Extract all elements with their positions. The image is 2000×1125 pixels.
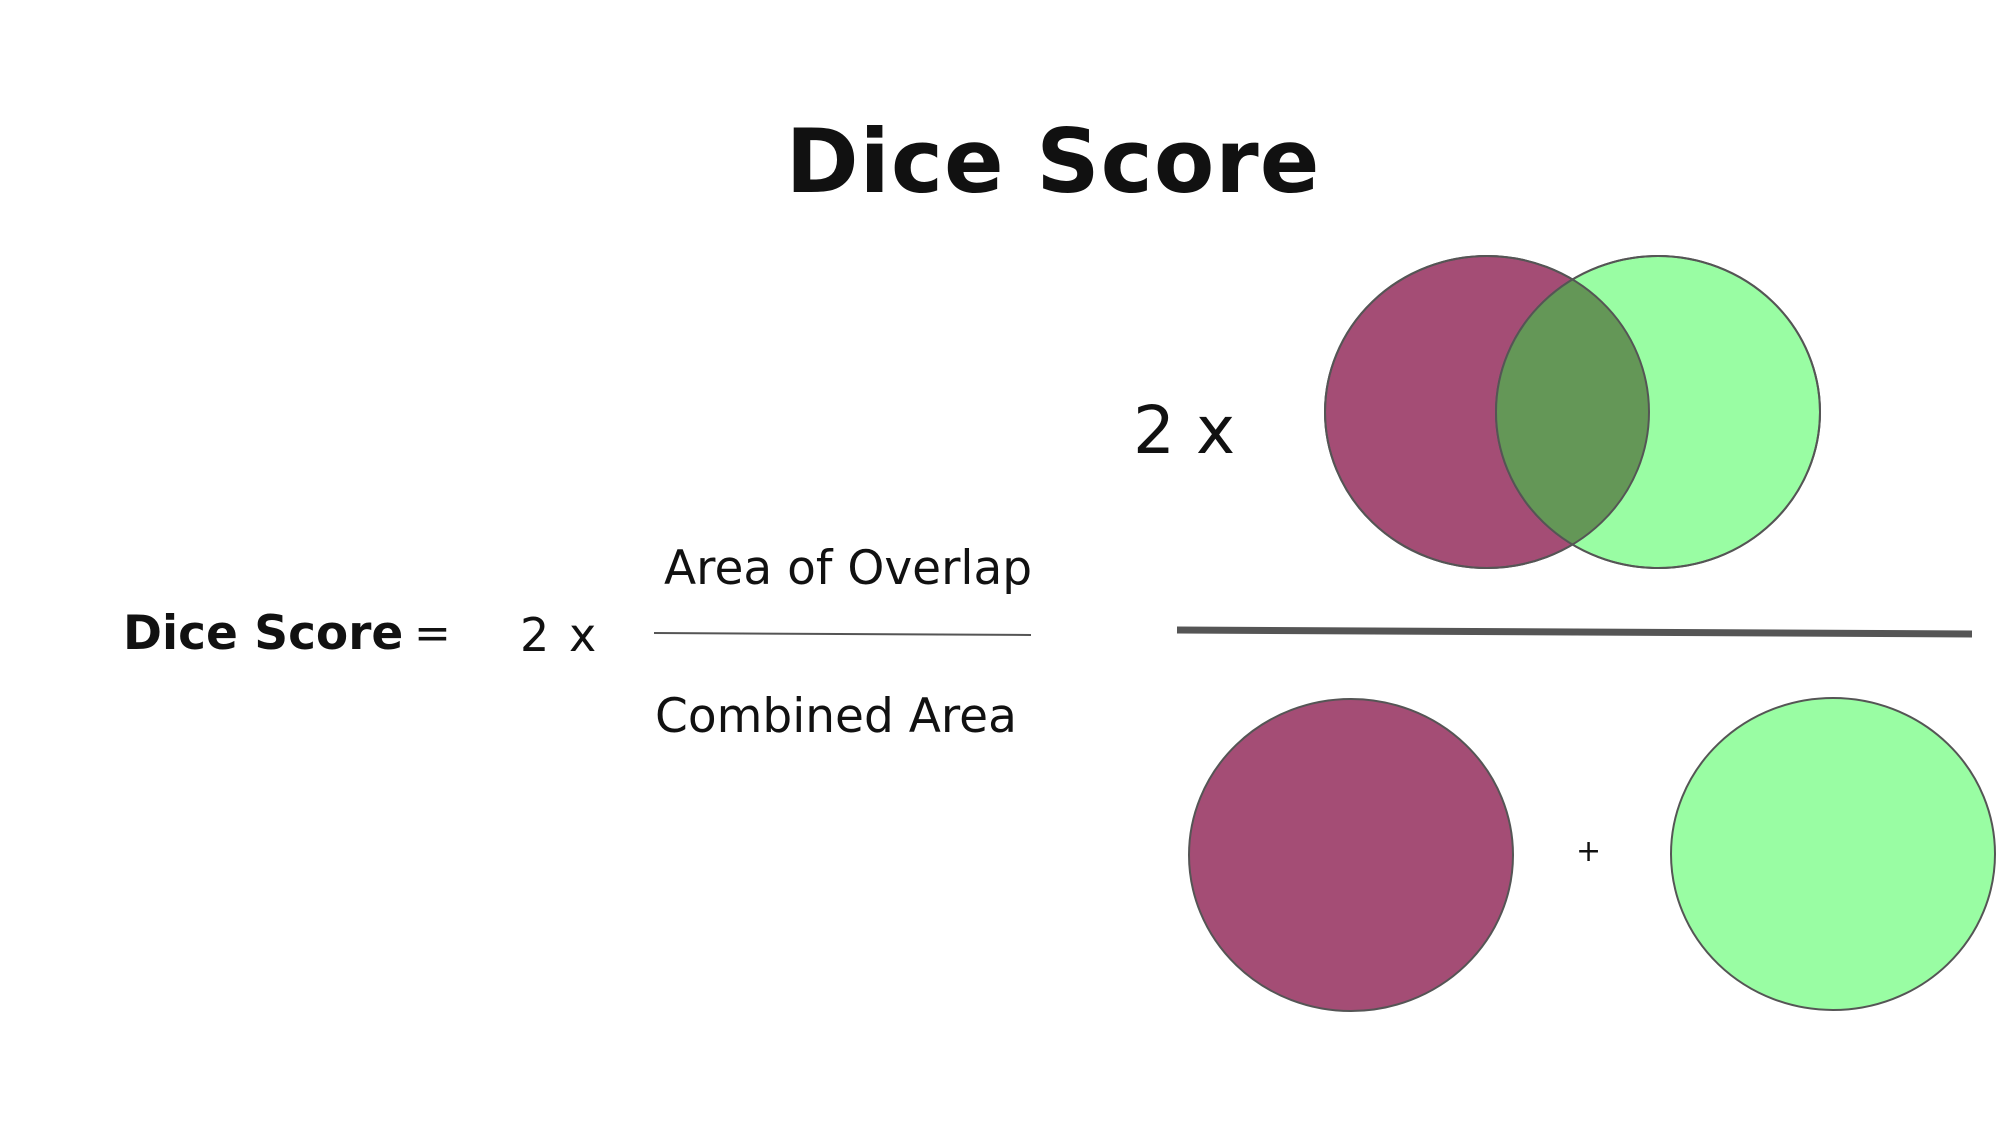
slide-title: Dice Score (785, 110, 1321, 213)
numerator-label: Area of Overlap (664, 541, 1033, 596)
plus-sign: + (1576, 834, 1602, 869)
venn-circle-b-outline (1495, 255, 1821, 569)
venn-overlap-outline (1324, 255, 1650, 569)
text-fraction-bar (653, 632, 1032, 636)
combined-circle-a (1188, 698, 1514, 1012)
denominator-label: Combined Area (655, 689, 1017, 744)
times-sign: x (569, 608, 597, 662)
combined-circle-b (1670, 697, 1996, 1011)
dice-score-label: Dice Score (123, 606, 404, 661)
visual-fraction-bar (1176, 626, 1973, 638)
equals-sign: = (414, 608, 451, 659)
visual-coefficient-label: 2 x (1133, 392, 1236, 469)
coefficient-two: 2 (520, 608, 550, 662)
venn-overlap-region (1496, 256, 1649, 568)
